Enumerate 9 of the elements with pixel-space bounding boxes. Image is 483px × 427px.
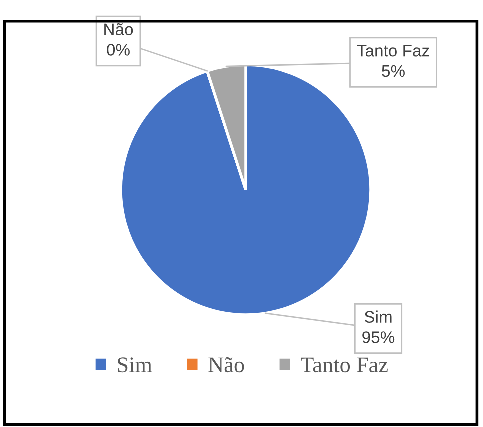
legend-label: Não xyxy=(208,357,244,373)
slice-label: Tanto Faz xyxy=(357,45,430,57)
data-label: 5% xyxy=(382,65,405,78)
slice-label: Sim xyxy=(364,310,392,324)
legend-label: Sim xyxy=(118,358,152,373)
data-label: 95% xyxy=(362,332,395,344)
category-label: Não xyxy=(104,23,134,36)
text: 0% xyxy=(107,44,130,56)
legend-label: Tanto Faz xyxy=(301,358,388,373)
